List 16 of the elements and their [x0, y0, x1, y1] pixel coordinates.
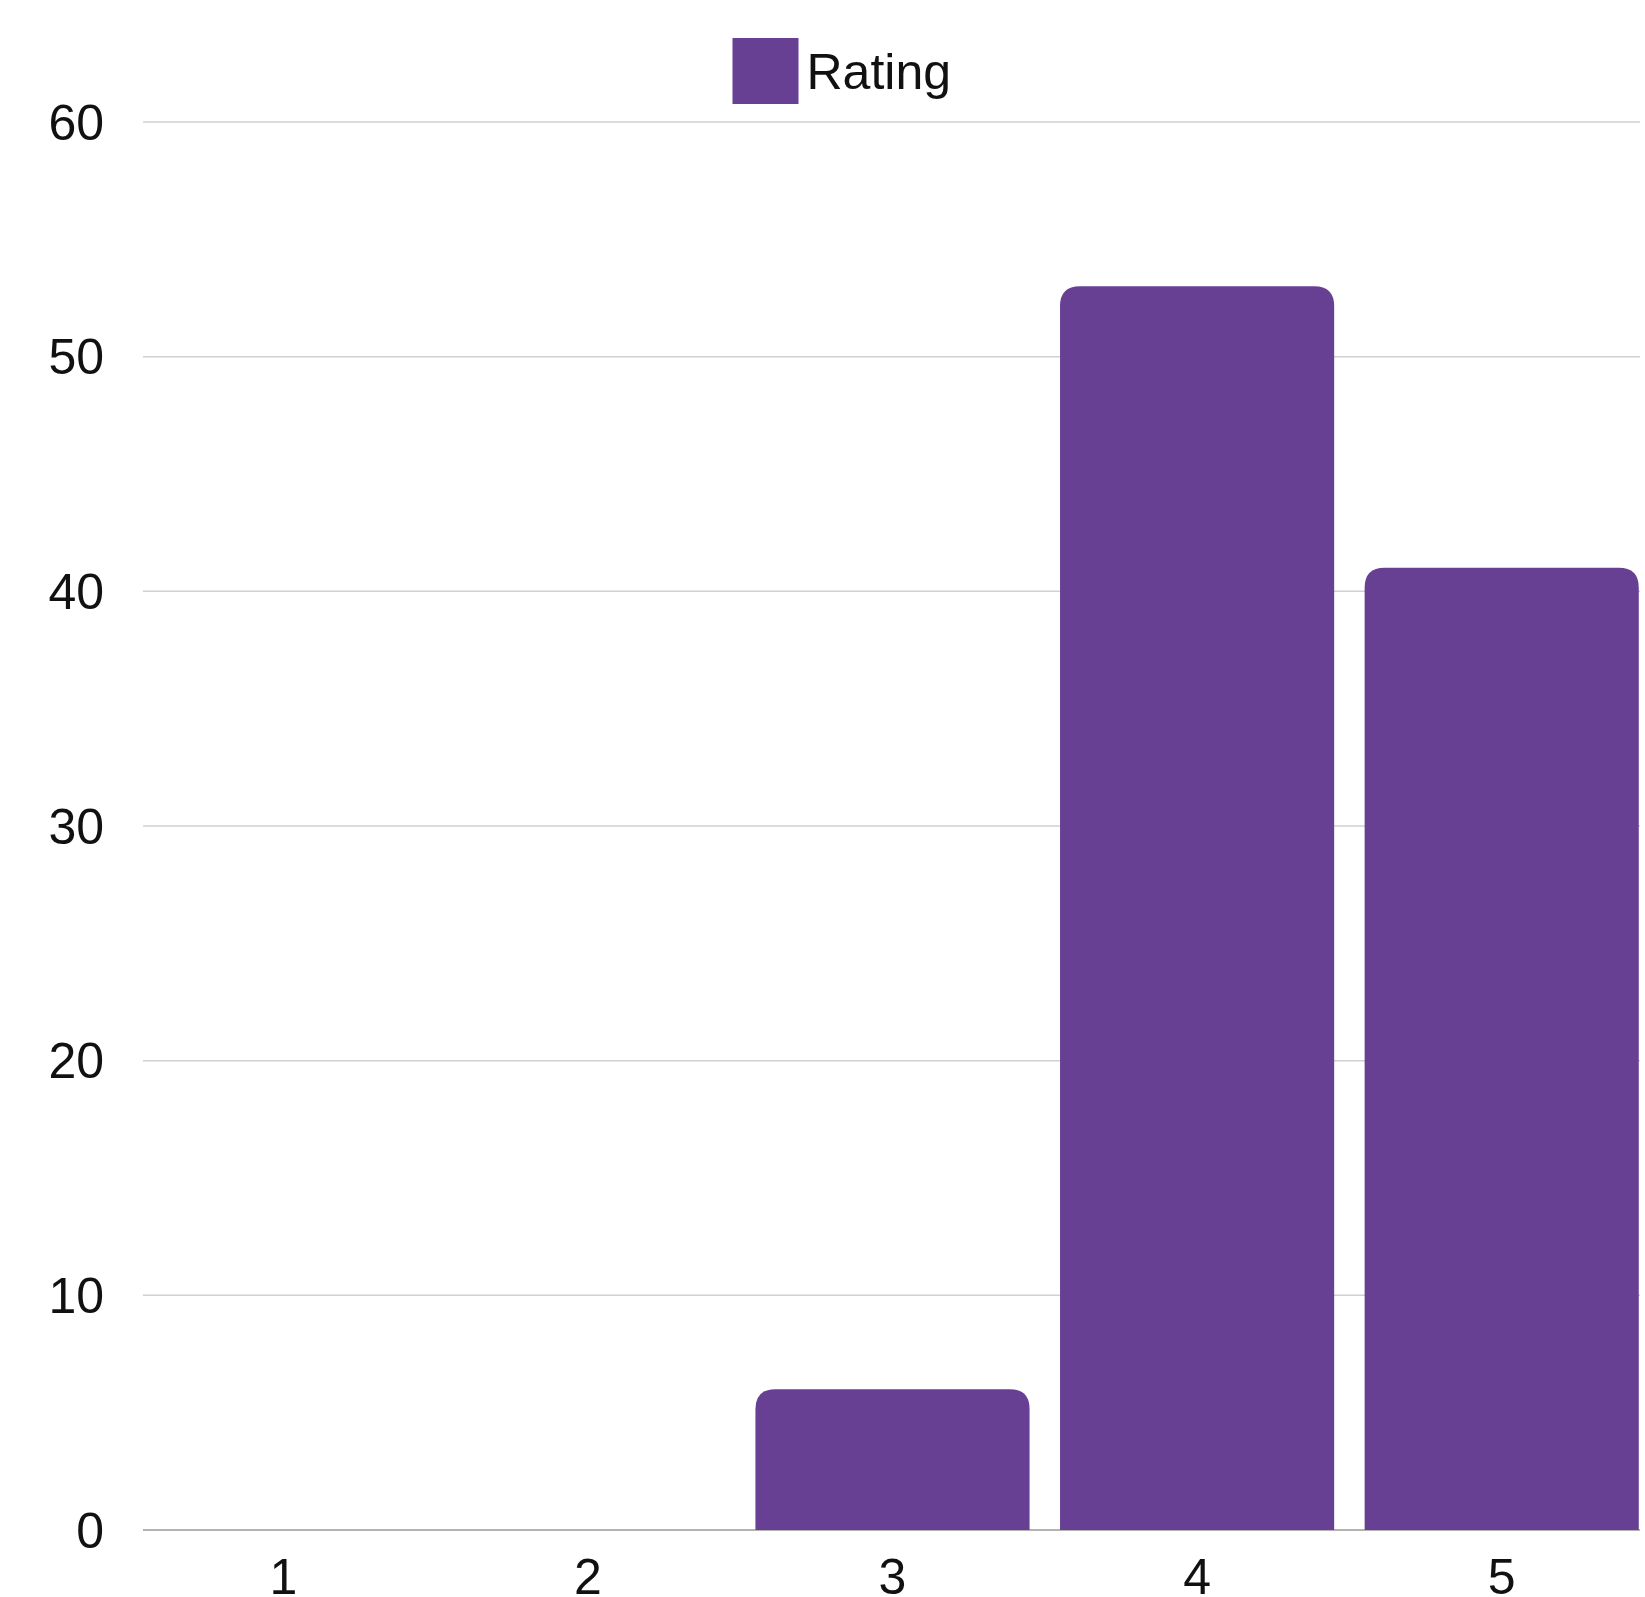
x-tick-label: 2	[573, 1549, 602, 1597]
y-tick-label: 20	[48, 1033, 104, 1090]
y-tick-label: 50	[48, 329, 104, 386]
x-tick-label: 4	[1183, 1549, 1212, 1597]
y-tick-label: 30	[48, 798, 104, 855]
y-tick-label: 40	[48, 563, 104, 620]
bar	[755, 1389, 1030, 1530]
bar	[1060, 286, 1335, 1530]
y-tick-label: 10	[48, 1267, 104, 1324]
x-tick-label: 1	[269, 1549, 298, 1597]
x-tick-label: 5	[1487, 1549, 1516, 1597]
x-tick-label: 3	[878, 1549, 907, 1597]
y-tick-label: 60	[48, 94, 104, 151]
legend-label: Rating	[806, 43, 952, 100]
bar	[1364, 567, 1639, 1530]
y-tick-label: 0	[76, 1502, 104, 1559]
